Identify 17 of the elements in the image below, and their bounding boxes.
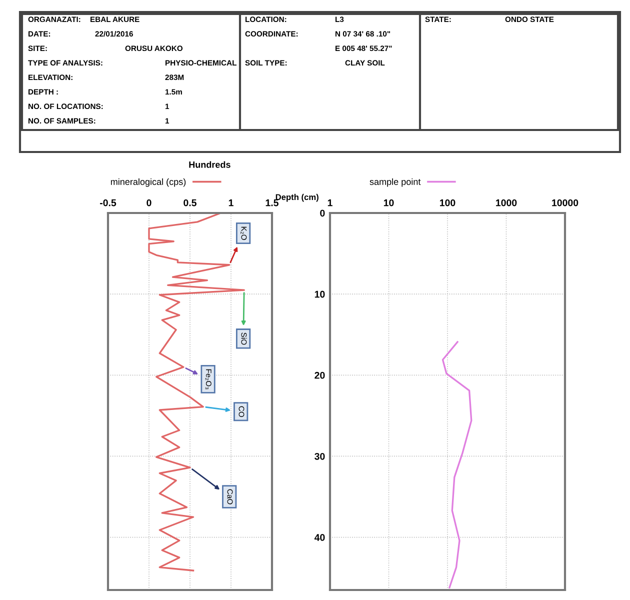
x-axis-title: Hundreds [189, 161, 230, 168]
x-tick-label: 10000 [552, 199, 578, 206]
y-tick-label: 0 [320, 210, 325, 217]
x-tick-label: 0 [146, 199, 152, 206]
x-tick-label: 100 [440, 199, 456, 206]
y-tick-label: 20 [314, 372, 325, 379]
x-tick-label: 10 [384, 199, 394, 206]
legend-label: mineralogical (cps) [110, 178, 186, 187]
x-tick-label: 1 [328, 199, 332, 206]
y-tick-label: 40 [314, 534, 325, 541]
x-tick-label: 0.5 [184, 199, 196, 206]
y-tick-label: 30 [314, 452, 325, 460]
x-tick-label: 1000 [496, 199, 517, 206]
legend-label: sample point [370, 178, 421, 187]
x-tick-label: -0.5 [100, 199, 116, 206]
y-tick-label: 10 [314, 290, 325, 298]
x-tick-label: 1 [228, 199, 234, 206]
